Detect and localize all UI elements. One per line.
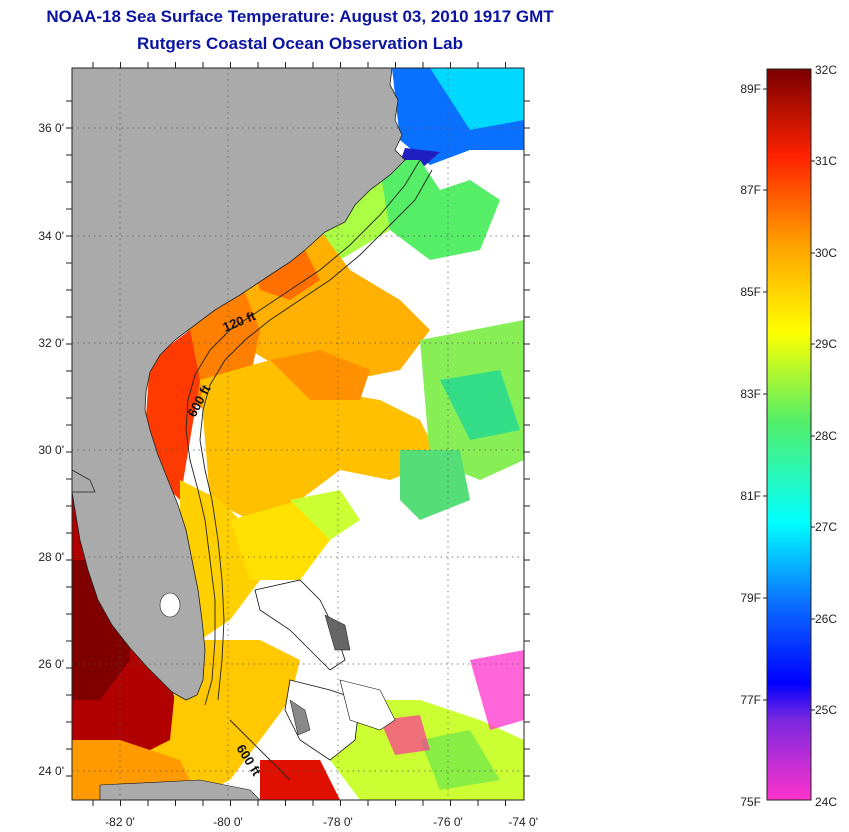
- lon-tick-label: -82 0': [105, 815, 135, 829]
- lon-tick-label: -80 0': [213, 815, 243, 829]
- colorbar-label-c: 31C: [815, 154, 837, 168]
- colorbar-label-f: 87F: [740, 183, 761, 197]
- frame-ticks: [66, 62, 530, 806]
- colorbar-label-c: 25C: [815, 703, 837, 717]
- map-subtitle: Rutgers Coastal Ocean Observation Lab: [137, 34, 463, 53]
- colorbar-label-c: 26C: [815, 612, 837, 626]
- colorbar-label-c: 28C: [815, 429, 837, 443]
- lon-tick-label: -78 0': [323, 815, 353, 829]
- colorbar-label-f: 81F: [740, 489, 761, 503]
- graticule: [72, 68, 524, 800]
- colorbar-label-c: 24C: [815, 795, 837, 809]
- colorbar-label-f: 85F: [740, 285, 761, 299]
- colorbar-ticks: [763, 88, 815, 711]
- colorbar-label-f: 83F: [740, 387, 761, 401]
- lat-tick-label: 26 0': [38, 657, 64, 671]
- isobath-lines: [185, 159, 433, 781]
- lat-tick-labels: 36 0' 34 0' 32 0' 30 0' 28 0' 26 0' 24 0…: [38, 121, 64, 778]
- colorbar: [766, 68, 812, 801]
- colorbar-label-c: 27C: [815, 520, 837, 534]
- land-mass: [72, 68, 406, 701]
- lon-tick-labels: -82 0' -80 0' -78 0' -76 0' -74 0': [105, 815, 538, 829]
- colorbar-fahrenheit-labels: 89F 87F 85F 83F 81F 79F 77F 75F: [740, 82, 761, 809]
- lat-tick-label: 30 0': [38, 443, 64, 457]
- lon-tick-label: -76 0': [433, 815, 463, 829]
- colorbar-label-f: 79F: [740, 591, 761, 605]
- bahamas-islands: [99, 579, 396, 800]
- colorbar-label-c: 30C: [815, 246, 837, 260]
- colorbar-label-f: 75F: [740, 795, 761, 809]
- map-frame: [71, 67, 525, 801]
- lat-tick-label: 34 0': [38, 229, 64, 243]
- colorbar-celsius-labels: 32C 31C 30C 29C 28C 27C 26C 25C 24C: [815, 63, 837, 809]
- colorbar-label-f: 89F: [740, 82, 761, 96]
- map-title: NOAA-18 Sea Surface Temperature: August …: [46, 7, 554, 26]
- lat-tick-label: 32 0': [38, 336, 64, 350]
- lon-tick-label: -74 0': [508, 815, 538, 829]
- colorbar-label-f: 77F: [740, 693, 761, 707]
- lake-okeechobee: [159, 592, 181, 618]
- colorbar-label-c: 32C: [815, 63, 837, 77]
- gulf-coast-land: [72, 469, 96, 493]
- lat-tick-label: 28 0': [38, 550, 64, 564]
- colorbar-label-c: 29C: [815, 337, 837, 351]
- lat-tick-label: 24 0': [38, 764, 64, 778]
- lat-tick-label: 36 0': [38, 121, 64, 135]
